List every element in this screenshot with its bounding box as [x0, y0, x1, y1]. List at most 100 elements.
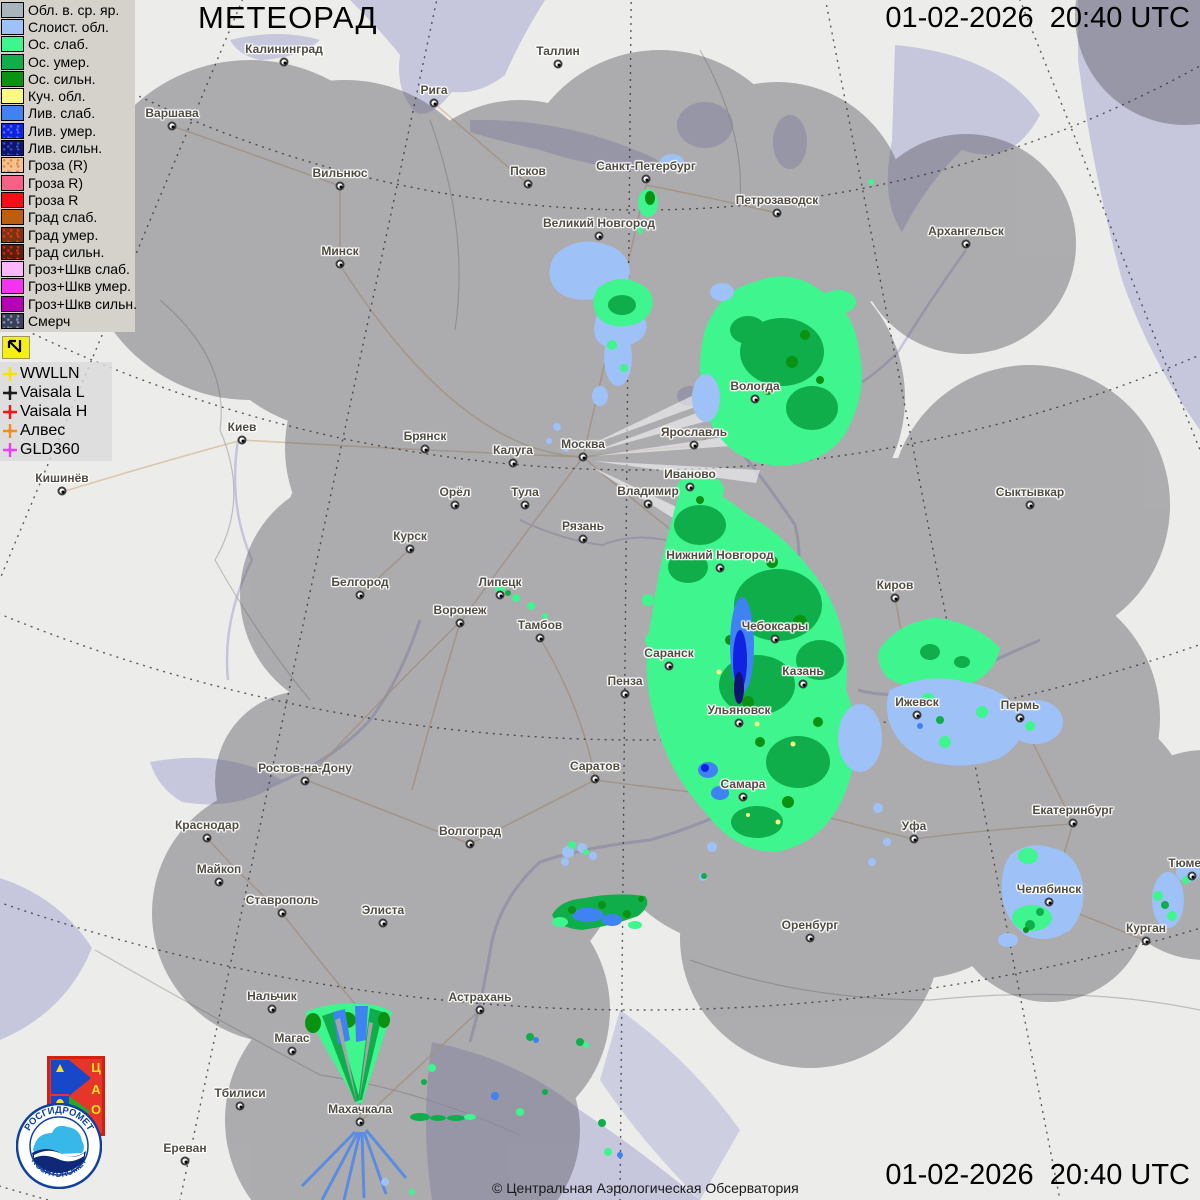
city-marker[interactable] [738, 792, 748, 802]
city-marker[interactable] [450, 500, 460, 510]
legend-item: Гроза (R) [1, 157, 135, 174]
city-marker[interactable] [508, 458, 518, 468]
city-marker[interactable] [772, 208, 782, 218]
city-marker[interactable] [465, 839, 475, 849]
city-label: Брянск [403, 429, 447, 443]
city-marker[interactable] [267, 1004, 277, 1014]
legend-item: Лив. слаб. [1, 105, 135, 122]
page-title: МЕТЕОРАД [198, 0, 378, 35]
city-marker[interactable] [641, 174, 651, 184]
legend-item: Ос. слаб. [1, 36, 135, 53]
city-marker[interactable] [523, 179, 533, 189]
city-marker[interactable] [770, 634, 780, 644]
city-marker[interactable] [909, 834, 919, 844]
city-label: Тамбов [517, 618, 563, 632]
legend-label: Куч. обл. [28, 88, 86, 105]
city-label: Владимир [617, 484, 679, 498]
city-marker[interactable] [798, 679, 808, 689]
city-label: Челябинск [1016, 882, 1082, 896]
city-marker[interactable] [1015, 713, 1025, 723]
city-label: Махачкала [328, 1102, 392, 1116]
city-marker[interactable] [335, 259, 345, 269]
city-marker[interactable] [180, 1156, 190, 1166]
city-marker[interactable] [1068, 818, 1078, 828]
city-marker[interactable] [643, 499, 653, 509]
lightning-source-label: Vaisala L [20, 383, 85, 401]
city-marker[interactable] [535, 633, 545, 643]
city-marker[interactable] [685, 482, 695, 492]
city-label: Орёл [439, 485, 471, 499]
city-marker[interactable] [734, 718, 744, 728]
city-marker[interactable] [1141, 936, 1151, 946]
legend-label: Гроза (R) [28, 157, 88, 174]
city-marker[interactable] [1044, 897, 1054, 907]
city-marker[interactable] [235, 1101, 245, 1111]
city-marker[interactable] [912, 710, 922, 720]
city-marker[interactable] [429, 98, 439, 108]
precipitation [300, 154, 1200, 1200]
city-marker[interactable] [664, 661, 674, 671]
legend-swatch [1, 226, 24, 243]
city-marker[interactable] [378, 918, 388, 928]
city-marker[interactable] [420, 444, 430, 454]
city-marker[interactable] [590, 774, 600, 784]
legend-item: Лив. сильн. [1, 139, 135, 157]
city-marker[interactable] [890, 593, 900, 603]
city-marker[interactable] [620, 689, 630, 699]
city-marker[interactable] [553, 59, 563, 69]
city-marker[interactable] [1187, 871, 1197, 881]
city-label: Москва [561, 437, 605, 451]
city-label: Минск [321, 244, 359, 258]
city-label: Псков [510, 164, 546, 178]
city-marker[interactable] [715, 563, 725, 573]
city-marker[interactable] [237, 435, 247, 445]
legend-label: Ос. умер. [28, 53, 90, 70]
city-label: Казань [782, 664, 824, 678]
legend-label: Гроз+Шкв слаб. [28, 261, 130, 278]
legend-swatch [1, 174, 24, 191]
lightning-cross-icon [3, 366, 17, 381]
city-marker[interactable] [214, 877, 224, 887]
city-marker[interactable] [594, 231, 604, 241]
roshydromet-logo: РОСГИДРОМЕТ ROSHYDROMET [15, 1102, 103, 1194]
city-label: Екатеринбург [1032, 803, 1114, 817]
city-marker[interactable] [405, 544, 415, 554]
legend-label: Град сильн. [28, 243, 105, 260]
city-marker[interactable] [277, 908, 287, 918]
city-label: Тюмень [1168, 856, 1200, 870]
city-marker[interactable] [202, 833, 212, 843]
city-marker[interactable] [750, 394, 760, 404]
city-marker[interactable] [961, 239, 971, 249]
city-label: Самара [720, 777, 766, 791]
city-marker[interactable] [455, 618, 465, 628]
city-marker[interactable] [335, 181, 345, 191]
city-marker[interactable] [279, 57, 289, 67]
city-marker[interactable] [300, 776, 310, 786]
city-marker[interactable] [355, 1117, 365, 1127]
city-marker[interactable] [578, 534, 588, 544]
city-label: Саранск [644, 646, 694, 660]
lightning-source-item: Vaisala H [2, 402, 112, 421]
legend-item: Гроз+Шкв умер. [1, 278, 135, 295]
city-label: Великий Новгород [542, 216, 656, 230]
city-label: Кишинёв [35, 471, 89, 485]
city-label: Иваново [664, 467, 716, 481]
city-marker[interactable] [1025, 500, 1035, 510]
city-marker[interactable] [475, 1005, 485, 1015]
city-marker[interactable] [520, 500, 530, 510]
city-marker[interactable] [805, 933, 815, 943]
lightning-source-item: Vaisala L [2, 383, 112, 402]
city-label: Воронеж [433, 603, 487, 617]
city-marker[interactable] [355, 590, 365, 600]
city-marker[interactable] [495, 590, 505, 600]
city-label: Ростов-на-Дону [258, 761, 352, 775]
city-marker[interactable] [287, 1046, 297, 1056]
legend-swatch [1, 191, 24, 208]
city-marker[interactable] [167, 121, 177, 131]
city-marker[interactable] [57, 486, 67, 496]
city-label: Оренбург [781, 918, 839, 932]
city-marker[interactable] [578, 452, 588, 462]
city-marker[interactable] [689, 440, 699, 450]
